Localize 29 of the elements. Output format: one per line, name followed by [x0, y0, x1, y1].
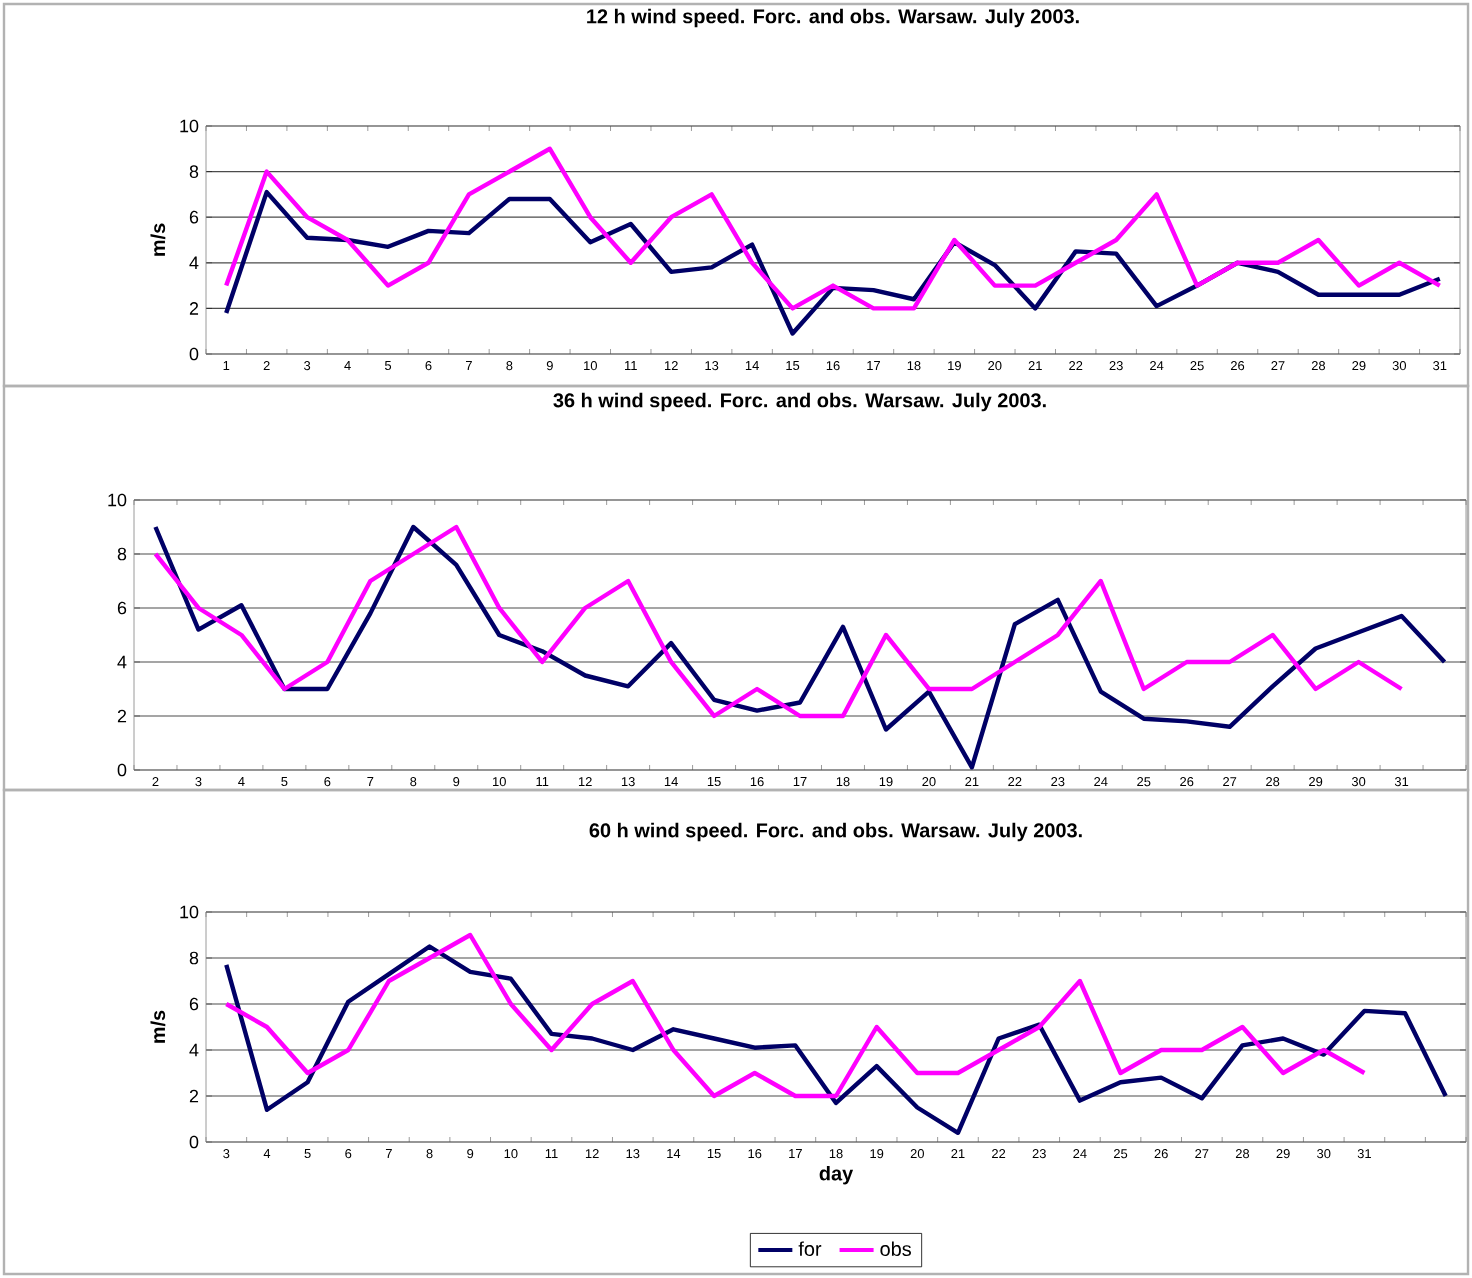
y-tick-label: 2	[117, 709, 127, 723]
y-axis-title: m/s	[150, 223, 166, 256]
legend-label: obs	[880, 1241, 911, 1257]
y-tick-label: 4	[117, 655, 127, 669]
y-tick-label: 10	[180, 905, 199, 919]
y-tick-label: 10	[180, 119, 199, 133]
y-tick-label: 2	[189, 1089, 199, 1103]
y-tick-label: 6	[189, 210, 199, 224]
y-tick-label: 4	[189, 256, 199, 269]
y-tick-label: 6	[117, 601, 127, 615]
line-series	[224, 932, 1367, 1099]
y-tick-label: 0	[117, 763, 127, 777]
y-tick-label: 4	[189, 1043, 199, 1057]
x-axis-title: day	[819, 1165, 854, 1185]
chart-title: 36 h wind speed. Forc. and obs. Warsaw. July 2003.	[553, 392, 1046, 412]
y-tick-label: 10	[108, 493, 127, 507]
y-tick-label: 6	[189, 997, 199, 1011]
y-tick-label: 8	[189, 951, 199, 965]
y-axis-title: m/s	[150, 1010, 166, 1043]
y-tick-label: 8	[189, 165, 199, 178]
legend-label: for	[798, 1241, 822, 1257]
y-tick-label: 0	[189, 1135, 199, 1149]
y-tick-label: 0	[189, 347, 199, 361]
chart-title: 60 h wind speed. Forc. and obs. Warsaw. July 2003.	[589, 822, 1082, 842]
line-series	[224, 944, 1448, 1135]
y-tick-label: 2	[189, 302, 199, 315]
chart-title: 12 h wind speed. Forc. and obs. Warsaw. July 2003.	[587, 8, 1079, 28]
line-series	[153, 524, 1447, 770]
y-tick-label: 8	[117, 547, 127, 561]
